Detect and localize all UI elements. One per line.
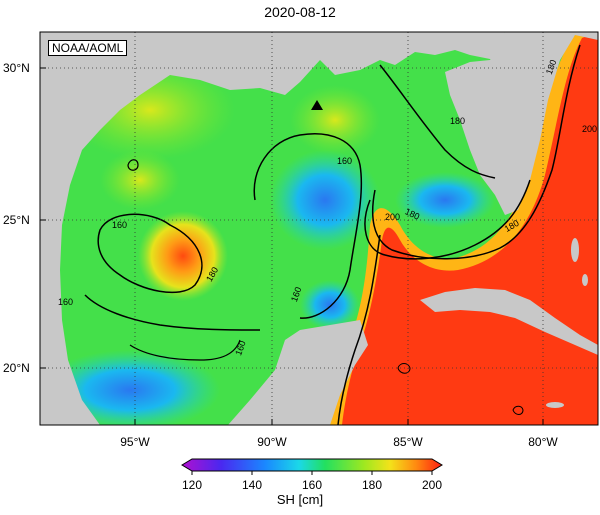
lat-tick-label: 25°N bbox=[3, 213, 30, 227]
contour-label: 160 bbox=[233, 339, 248, 357]
contour-label: 160 bbox=[337, 156, 352, 166]
contour-160-sw bbox=[129, 339, 241, 361]
contour-label-group: 160 160 160 160 160 180 180 180 200 200 … bbox=[58, 58, 597, 357]
contour-north bbox=[379, 64, 496, 179]
contour-label: 160 bbox=[112, 220, 127, 230]
contour-160-center bbox=[253, 133, 363, 319]
map-title: 2020-08-12 bbox=[264, 4, 336, 20]
contour-label: 160 bbox=[58, 297, 73, 307]
colorbar-tick-label: 200 bbox=[422, 478, 442, 492]
colorbar-ticks bbox=[191, 471, 433, 475]
sh-blue-ne bbox=[395, 172, 495, 228]
land-cuba bbox=[420, 288, 598, 355]
contour-label: 180 bbox=[544, 58, 559, 76]
contour-small-south bbox=[397, 363, 411, 374]
credit-label: NOAA/AOML bbox=[48, 40, 128, 56]
triangle-marker bbox=[311, 100, 323, 110]
contour-200-loop bbox=[371, 44, 581, 260]
sh-warm-eddy bbox=[138, 211, 228, 301]
colorbar-tick-label: 140 bbox=[242, 478, 262, 492]
lat-tick-label: 30°N bbox=[3, 61, 30, 75]
land-bahamas-1 bbox=[571, 238, 579, 262]
land-bahamas-2 bbox=[582, 274, 588, 286]
lat-tick-label: 20°N bbox=[3, 361, 30, 375]
contour-label: 160 bbox=[289, 286, 304, 304]
colorbar-bar bbox=[181, 458, 443, 472]
contour-small-loop bbox=[127, 159, 139, 171]
axis-ticks bbox=[40, 67, 544, 425]
land-mexico-us bbox=[40, 32, 505, 425]
contour-small-east bbox=[512, 405, 524, 415]
lon-tick-label: 95°W bbox=[120, 435, 150, 449]
contour-160-south bbox=[84, 294, 261, 331]
contour-label: 200 bbox=[385, 212, 400, 222]
lon-tick-label: 80°W bbox=[528, 435, 558, 449]
land-florida bbox=[445, 32, 598, 215]
lon-tick-label: 90°W bbox=[257, 435, 287, 449]
map-frame bbox=[39, 31, 599, 426]
colorbar-tick-label: 120 bbox=[182, 478, 202, 492]
lon-tick-label: 85°W bbox=[393, 435, 423, 449]
land-jamaica bbox=[546, 402, 564, 408]
colorbar-tick-label: 180 bbox=[362, 478, 382, 492]
sh-yellow-w bbox=[100, 150, 180, 210]
land-yucatan bbox=[228, 320, 368, 425]
colorbar: 120 140 160 180 200 bbox=[181, 458, 443, 492]
sh-blue-center bbox=[270, 150, 380, 250]
contour-180-eddy bbox=[97, 213, 203, 294]
sh-yellow-n bbox=[290, 85, 380, 155]
contour-lines bbox=[84, 44, 581, 425]
colorbar-label: SH [cm] bbox=[276, 492, 324, 507]
sh-blue-south bbox=[300, 280, 360, 330]
map-field: 160 160 160 160 160 180 180 180 200 200 … bbox=[40, 32, 598, 425]
contour-label: 200 bbox=[582, 124, 597, 134]
contour-label: 180 bbox=[450, 116, 465, 126]
graticule bbox=[40, 32, 598, 425]
colorbar-tick-label: 160 bbox=[302, 478, 322, 492]
contour-200-yucatan bbox=[337, 234, 381, 425]
